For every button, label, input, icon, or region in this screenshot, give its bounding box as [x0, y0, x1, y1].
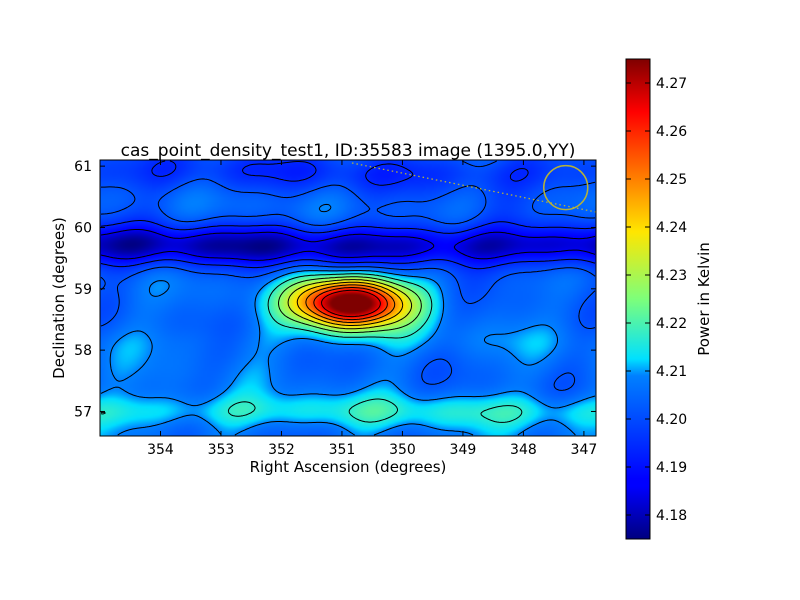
- contour-line: [321, 289, 381, 318]
- contour-line: [278, 276, 422, 334]
- y-tick-label: 61: [74, 159, 92, 175]
- x-tick-label: 353: [208, 442, 235, 458]
- colorbar-tick-label: 4.22: [656, 316, 687, 332]
- colorbar-bar: [625, 58, 651, 540]
- colorbar-tick-label: 4.19: [656, 460, 687, 476]
- heatmap-image: [100, 160, 596, 436]
- plot-frame: [99, 159, 597, 437]
- y-tick-label: 58: [74, 343, 92, 359]
- heatmap-area: [99, 159, 597, 437]
- y-tick-label: 57: [74, 404, 92, 420]
- beam-circle: [543, 164, 589, 211]
- x-tick-label: 350: [389, 442, 416, 458]
- colorbar-ticks: 4.18 4.19 4.20 4.21 4.22 4.23 4.24 4.25 4.26 4.27: [626, 76, 687, 524]
- x-tick-label: 352: [268, 442, 295, 458]
- y-axis: 57 58 59 60 61: [74, 159, 596, 420]
- colorbar-tick-label: 4.20: [656, 412, 687, 428]
- y-axis-label: Declination (degrees): [50, 217, 68, 379]
- contour-line: [287, 279, 413, 330]
- x-tick-label: 351: [329, 442, 356, 458]
- contour-line: [313, 287, 388, 321]
- colorbar-tick-label: 4.24: [656, 220, 687, 236]
- y-tick-label: 60: [74, 220, 92, 236]
- contour-lines: [100, 160, 596, 436]
- colorbar-tick-label: 4.23: [656, 268, 687, 284]
- contour-line: [100, 229, 596, 261]
- x-tick-label: 348: [510, 442, 537, 458]
- contour-line: [100, 203, 596, 436]
- colorbar-tick-label: 4.25: [656, 172, 687, 188]
- x-tick-label: 354: [147, 442, 174, 458]
- chart-title: cas_point_density_test1, ID:35583 image …: [121, 141, 576, 161]
- colorbar: 4.18 4.19 4.20 4.21 4.22 4.23 4.24 4.25 4.26 4.27…: [625, 58, 713, 540]
- x-tick-label: 347: [571, 442, 598, 458]
- colorbar-label: Power in Kelvin: [695, 242, 713, 356]
- colorbar-tick-label: 4.18: [656, 508, 687, 524]
- overlays: [351, 162, 596, 213]
- contour-line: [305, 284, 396, 323]
- x-axis-label: Right Ascension (degrees): [250, 458, 447, 476]
- x-tick-label: 349: [450, 442, 477, 458]
- y-tick-label: 59: [74, 282, 92, 298]
- colorbar-tick-label: 4.26: [656, 124, 687, 140]
- colorbar-tick-label: 4.27: [656, 76, 687, 92]
- dotted-line: [351, 162, 596, 213]
- contour-line: [296, 281, 404, 326]
- x-axis: 354 353 352 351 350 349 348 347: [147, 160, 597, 458]
- contour-line: [100, 273, 523, 423]
- colorbar-tick-label: 4.21: [656, 364, 687, 380]
